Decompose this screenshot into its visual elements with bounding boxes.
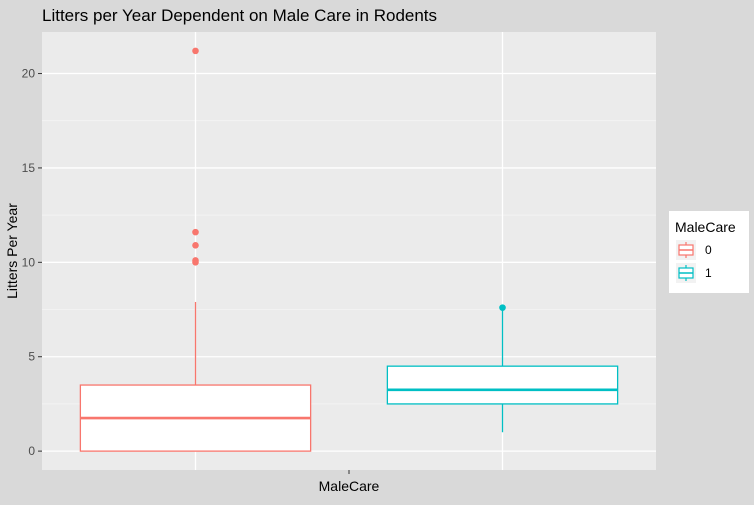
boxplots <box>79 47 619 452</box>
y-tick-label: 0 <box>28 444 35 458</box>
outlier-point <box>192 242 199 249</box>
y-tick-label: 5 <box>28 350 35 364</box>
legend-title: MaleCare <box>675 219 736 235</box>
legend-key-label: 0 <box>705 243 712 257</box>
y-axis: 0 5 10 15 20 <box>22 67 350 474</box>
legend-key-label: 1 <box>705 266 712 280</box>
legend-keys: 01 <box>676 240 712 283</box>
chart-title: Litters per Year Dependent on Male Care … <box>42 6 437 25</box>
outlier-point <box>499 304 506 311</box>
boxplot-group-0 <box>79 47 312 452</box>
y-tick-label: 20 <box>22 67 36 81</box>
box-iqr <box>386 365 619 405</box>
boxplot-group-1 <box>386 304 619 433</box>
outlier-point <box>192 228 199 236</box>
y-tick-label: 15 <box>22 161 36 175</box>
outlier-point <box>192 257 199 264</box>
y-axis-title: Litters Per Year <box>4 203 20 299</box>
outlier-point <box>192 47 199 55</box>
legend: MaleCare 01 <box>669 211 749 293</box>
x-axis-title: MaleCare <box>319 478 380 494</box>
legend-key-1: 1 <box>676 263 712 283</box>
y-tick-label: 10 <box>22 255 36 269</box>
legend-key-0: 0 <box>676 240 712 260</box>
